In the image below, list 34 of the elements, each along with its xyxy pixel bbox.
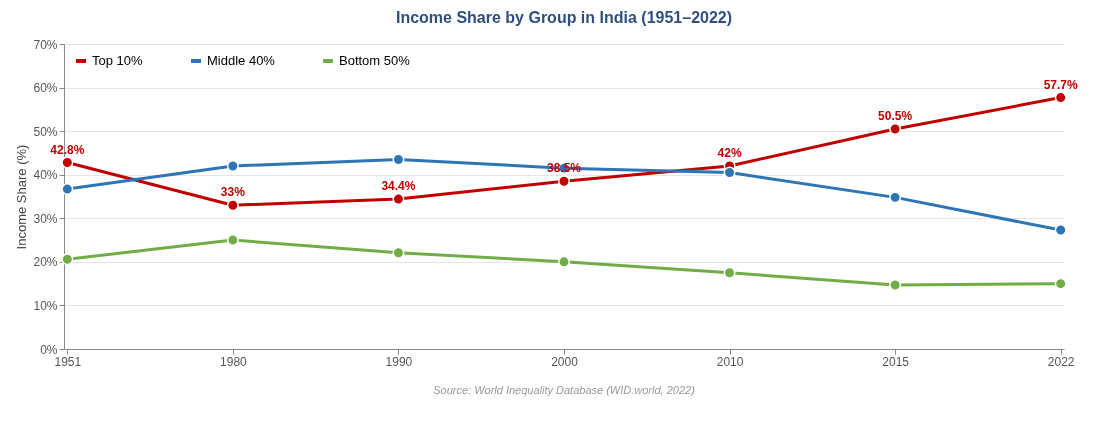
x-tick-label: 2022: [1047, 354, 1075, 369]
x-tick-label: 2000: [551, 354, 579, 369]
legend-label: Bottom 50%: [339, 53, 411, 68]
chart-title: Income Share by Group in India (1951–2022): [395, 9, 733, 26]
x-tick-label: 1990: [385, 354, 413, 369]
y-tick-label: 30%: [33, 211, 58, 226]
data-label: 57.7%: [1043, 77, 1079, 92]
x-tick-label: 1980: [220, 354, 248, 369]
source-note: Source: World Inequality Database (WID.world, 2022): [433, 384, 696, 396]
point: [392, 193, 405, 206]
y-tick-label: 20%: [33, 255, 58, 270]
data-label: 42%: [717, 146, 742, 160]
y-tick-label: 0%: [40, 342, 58, 357]
data-label: 34.4%: [381, 179, 416, 194]
y-tick-label: 70%: [33, 37, 58, 52]
y-tick-label: 10%: [33, 298, 58, 313]
point: [61, 156, 74, 169]
y-tick-label: 60%: [33, 81, 58, 96]
data-label: 33%: [220, 185, 246, 200]
point: [61, 183, 74, 196]
x-tick-label: 2010: [716, 354, 744, 369]
x-tick-label: 2015: [882, 354, 910, 369]
data-label: 38.5%: [546, 161, 582, 176]
point: [61, 253, 74, 266]
data-label: 50.5%: [878, 108, 913, 123]
x-tick-label: 1951: [54, 354, 82, 369]
y-tick-label: 40%: [33, 168, 58, 183]
point: [226, 160, 239, 172]
legend-label: Middle 40%: [207, 53, 276, 68]
y-tick-label: 50%: [33, 124, 58, 139]
point: [226, 199, 239, 212]
y-axis-title: Income Share (%): [14, 144, 30, 250]
legend-label: Top 10%: [92, 53, 144, 68]
data-label: 42.8%: [50, 142, 85, 157]
